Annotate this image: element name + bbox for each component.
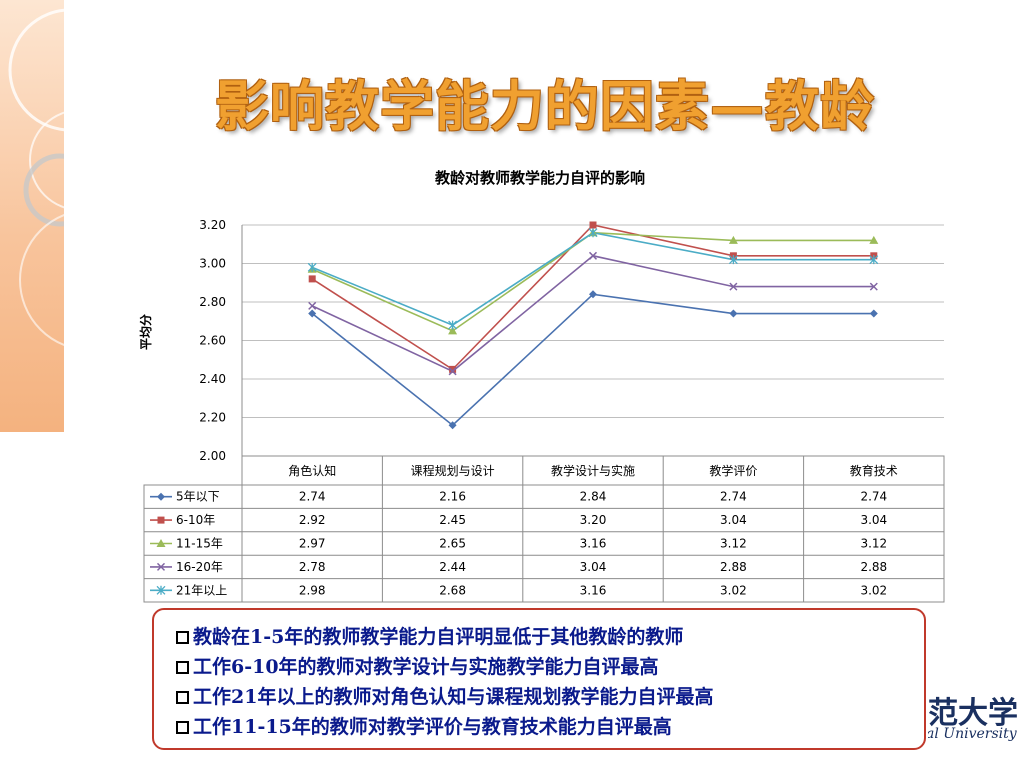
series-line bbox=[311, 231, 874, 332]
note-item: 工作11-15年的教师对教学评价与教育技术能力自评最高 bbox=[176, 712, 924, 742]
note-text: 工作11-15年的教师对教学评价与教育技术能力自评最高 bbox=[193, 716, 672, 738]
data-table: 角色认知 课程规划与设计 教学设计与实施 教学评价 教育技术 5年以下 2.74 2.16 2.… bbox=[143, 455, 945, 603]
data-point bbox=[728, 235, 738, 244]
data-point bbox=[157, 492, 165, 501]
data-point bbox=[729, 282, 738, 291]
y-tick-label: 2.20 bbox=[199, 411, 226, 425]
legend-series-name: 6-10年 bbox=[176, 513, 215, 527]
data-point bbox=[307, 262, 317, 272]
data-point bbox=[729, 309, 738, 318]
data-point bbox=[589, 290, 597, 299]
slide-title: 影响教学能力的因素—教龄 bbox=[215, 74, 875, 138]
data-value-label: 3.04 bbox=[580, 560, 607, 574]
category-label: 教育技术 bbox=[850, 463, 898, 478]
data-value-label: 2.78 bbox=[299, 560, 326, 574]
data-value-label: 2.44 bbox=[439, 560, 466, 574]
data-value-label: 2.88 bbox=[720, 560, 747, 574]
checkbox-bullet-icon bbox=[176, 691, 189, 704]
data-point bbox=[156, 562, 166, 571]
data-value-label: 2.97 bbox=[299, 537, 326, 551]
y-axis-label: 平均分 bbox=[138, 314, 153, 350]
series-line bbox=[311, 293, 874, 427]
university-logo: 范大学 al University bbox=[928, 686, 1024, 750]
data-point bbox=[156, 539, 166, 547]
data-value-label: 3.16 bbox=[580, 583, 607, 597]
data-value-label: 2.68 bbox=[439, 583, 466, 597]
logo-text-en: al University bbox=[928, 726, 1017, 742]
series-line bbox=[311, 231, 874, 327]
legend-series-name: 21年以上 bbox=[176, 583, 227, 597]
data-point bbox=[448, 326, 458, 335]
checkbox-bullet-icon bbox=[176, 721, 189, 734]
notes-box: 教龄在1-5年的教师教学能力自评明显低于其他教龄的教师 工作6-10年的教师对教… bbox=[152, 608, 926, 750]
y-tick-labels: 3.20 3.00 2.80 2.60 2.40 2.20 2.00 bbox=[199, 218, 226, 463]
note-text: 工作21年以上的教师对角色认知与课程规划教学能力自评最高 bbox=[193, 686, 714, 708]
note-item: 教龄在1-5年的教师教学能力自评明显低于其他教龄的教师 bbox=[176, 622, 924, 652]
legend-series-name: 16-20年 bbox=[176, 560, 223, 574]
data-point bbox=[156, 585, 166, 595]
series-markers bbox=[307, 221, 879, 430]
logo-text-cn: 范大学 bbox=[928, 696, 1018, 731]
data-value-label: 3.04 bbox=[720, 513, 747, 527]
data-point bbox=[869, 282, 878, 291]
data-value-label: 3.12 bbox=[860, 537, 887, 551]
data-point bbox=[448, 421, 457, 430]
data-value-label: 2.65 bbox=[439, 537, 466, 551]
note-text: 工作6-10年的教师对教学设计与实施教学能力自评最高 bbox=[193, 656, 659, 678]
line-chart: 教龄对教师教学能力自评的影响 平均分 3.20 3.00 2.80 2.60 2.40 2… bbox=[138, 169, 945, 603]
category-label: 课程规划与设计 bbox=[411, 463, 495, 478]
checkbox-bullet-icon bbox=[176, 661, 189, 674]
note-item: 工作21年以上的教师对角色认知与课程规划教学能力自评最高 bbox=[176, 682, 924, 712]
data-point bbox=[588, 251, 598, 260]
category-label: 教学评价 bbox=[709, 463, 757, 478]
data-value-label: 2.74 bbox=[720, 490, 747, 504]
data-value-label: 2.74 bbox=[860, 490, 887, 504]
y-tick-label: 2.80 bbox=[199, 295, 226, 309]
data-point bbox=[869, 309, 878, 318]
decorative-circles bbox=[8, 8, 64, 347]
y-tick-label: 3.00 bbox=[199, 257, 226, 271]
data-value-label: 3.02 bbox=[860, 583, 887, 597]
data-value-label: 2.92 bbox=[299, 513, 326, 527]
note-text: 教龄在1-5年的教师教学能力自评明显低于其他教龄的教师 bbox=[193, 626, 684, 648]
data-value-label: 3.04 bbox=[860, 513, 887, 527]
data-point bbox=[157, 516, 165, 524]
data-value-label: 2.74 bbox=[299, 490, 326, 504]
data-value-label: 2.98 bbox=[299, 583, 326, 597]
data-point bbox=[728, 255, 738, 265]
data-point bbox=[869, 235, 879, 244]
data-point bbox=[869, 255, 879, 265]
decorative-side-panel bbox=[0, 0, 64, 432]
data-value-label: 3.02 bbox=[720, 583, 747, 597]
y-tick-label: 3.20 bbox=[199, 218, 226, 232]
note-item: 工作6-10年的教师对教学设计与实施教学能力自评最高 bbox=[176, 652, 924, 682]
data-point bbox=[449, 365, 457, 373]
data-point bbox=[589, 221, 597, 229]
data-point bbox=[448, 367, 457, 376]
data-point bbox=[308, 309, 317, 318]
data-value-label: 2.84 bbox=[580, 490, 607, 504]
category-label: 角色认知 bbox=[288, 464, 336, 478]
y-tick-label: 2.60 bbox=[199, 334, 226, 348]
legend-series-name: 5年以下 bbox=[176, 490, 220, 504]
data-value-label: 3.12 bbox=[720, 537, 747, 551]
data-point bbox=[308, 275, 316, 283]
chart-title: 教龄对教师教学能力自评的影响 bbox=[434, 169, 645, 187]
data-value-label: 2.45 bbox=[439, 513, 466, 527]
data-point bbox=[588, 228, 598, 238]
data-value-label: 2.16 bbox=[439, 490, 466, 504]
category-label: 教学设计与实施 bbox=[551, 463, 635, 478]
checkbox-bullet-icon bbox=[176, 631, 189, 644]
data-value-label: 3.16 bbox=[580, 537, 607, 551]
data-point bbox=[448, 320, 458, 330]
table-body-border bbox=[143, 484, 945, 603]
data-point bbox=[308, 301, 317, 310]
y-tick-label: 2.00 bbox=[199, 449, 226, 463]
legend-series-name: 11-15年 bbox=[176, 537, 223, 551]
data-value-label: 3.20 bbox=[580, 513, 607, 527]
y-tick-label: 2.40 bbox=[199, 372, 226, 386]
data-value-label: 2.88 bbox=[860, 560, 887, 574]
